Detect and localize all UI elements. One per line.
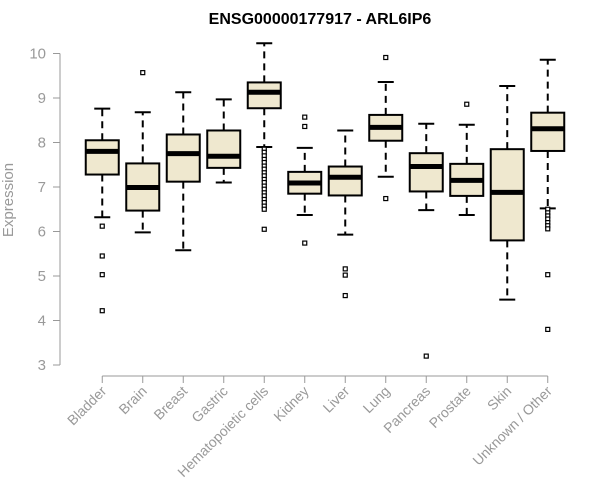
outlier-point: [545, 226, 551, 232]
outlier-point: [342, 272, 348, 278]
y-tick-label: 9: [38, 90, 46, 107]
x-tick-label: Skin: [484, 383, 515, 414]
outlier-point: [383, 195, 389, 202]
y-tick-label: 7: [38, 179, 46, 196]
box-lung: [368, 54, 404, 202]
outlier-point: [545, 326, 551, 332]
x-tick-label: Lung: [360, 383, 393, 416]
outlier-point: [545, 272, 551, 278]
iqr-box: [84, 139, 120, 176]
box-bladder: [84, 107, 120, 314]
iqr-box: [530, 111, 566, 152]
box-pancreas: [408, 122, 444, 359]
outlier-point: [383, 54, 389, 61]
outlier-point: [99, 253, 105, 259]
outlier-point: [302, 123, 308, 130]
box-hematopoietic-cells: [246, 42, 282, 232]
outlier-point: [423, 353, 429, 359]
box-skin: [489, 84, 525, 301]
iqr-box: [408, 152, 444, 193]
outlier-point: [464, 101, 470, 107]
box-kidney: [287, 114, 323, 246]
outlier-point: [302, 240, 308, 246]
outlier-point: [261, 226, 267, 232]
y-tick-label: 6: [38, 224, 46, 241]
x-tick-label: Breast: [150, 383, 190, 423]
y-tick-label: 3: [38, 357, 46, 374]
y-tick-label: 8: [38, 135, 46, 152]
box-prostate: [449, 101, 485, 217]
outlier-point: [140, 70, 146, 76]
box-liver: [327, 129, 363, 299]
x-tick-label: Bladder: [64, 383, 110, 429]
iqr-box: [165, 133, 201, 183]
box-brain: [125, 70, 161, 234]
chart-title: ENSG00000177917 - ARL6IP6: [209, 11, 432, 28]
box-unknown-other: [530, 58, 566, 332]
outlier-point: [99, 223, 105, 229]
x-tick-label: Brain: [115, 383, 149, 417]
outlier-point: [342, 292, 348, 299]
outlier-point: [302, 114, 308, 120]
outlier-point: [99, 272, 105, 278]
y-tick-label: 4: [38, 313, 46, 330]
x-tick-label: Kidney: [270, 383, 312, 425]
outlier-point: [261, 206, 267, 212]
box-series: [84, 42, 566, 359]
box-gastric: [206, 98, 242, 184]
iqr-box: [327, 165, 363, 197]
iqr-box: [206, 129, 242, 169]
x-tick-label: Prostate: [426, 383, 474, 431]
outlier-point: [99, 308, 105, 314]
outlier-point: [342, 266, 348, 272]
y-axis-label: Expression: [0, 163, 17, 237]
box-breast: [165, 91, 201, 252]
x-tick-label: Liver: [320, 383, 353, 416]
iqr-box: [246, 81, 282, 110]
y-axis: 3 4 5 6 7 8 9 10: [29, 46, 61, 374]
y-tick-label: 5: [38, 268, 46, 285]
y-tick-label: 10: [29, 46, 46, 63]
